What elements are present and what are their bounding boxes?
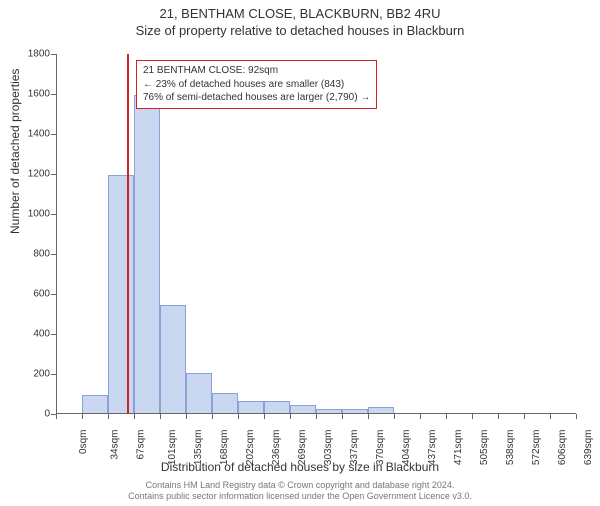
title-description: Size of property relative to detached ho…: [0, 23, 600, 38]
x-tick: [160, 414, 161, 419]
y-tick: [51, 214, 56, 215]
y-tick-label: 400: [33, 329, 50, 340]
x-tick: [186, 414, 187, 419]
x-tick: [290, 414, 291, 419]
x-tick: [56, 414, 57, 419]
x-tick-label: 0sqm: [78, 430, 89, 454]
annotation-line: 76% of semi-detached houses are larger (…: [143, 91, 370, 105]
histogram-bar: [82, 395, 108, 413]
y-tick-label: 1000: [28, 209, 50, 220]
annotation-box: 21 BENTHAM CLOSE: 92sqm← 23% of detached…: [136, 60, 377, 109]
histogram-bar: [212, 393, 238, 413]
x-tick: [212, 414, 213, 419]
y-tick: [51, 94, 56, 95]
x-tick: [264, 414, 265, 419]
y-tick-label: 1800: [28, 49, 50, 60]
y-tick-label: 600: [33, 289, 50, 300]
x-tick: [342, 414, 343, 419]
y-tick: [51, 54, 56, 55]
histogram-chart: 0200400600800100012001400160018000sqm34s…: [56, 54, 576, 414]
x-tick: [472, 414, 473, 419]
x-tick: [524, 414, 525, 419]
footer-line2: Contains public sector information licen…: [0, 491, 600, 502]
histogram-bar: [316, 409, 342, 413]
footer-line1: Contains HM Land Registry data © Crown c…: [0, 480, 600, 491]
y-tick: [51, 374, 56, 375]
annotation-line: 21 BENTHAM CLOSE: 92sqm: [143, 64, 370, 78]
x-tick: [550, 414, 551, 419]
y-axis-title: Number of detached properties: [8, 69, 22, 234]
histogram-bar: [108, 175, 134, 413]
histogram-bar: [342, 409, 368, 413]
x-axis-title: Distribution of detached houses by size …: [0, 460, 600, 474]
y-tick: [51, 334, 56, 335]
y-tick: [51, 174, 56, 175]
y-tick-label: 1600: [28, 89, 50, 100]
y-tick-label: 1400: [28, 129, 50, 140]
x-tick: [576, 414, 577, 419]
histogram-bar: [238, 401, 264, 413]
x-tick: [446, 414, 447, 419]
histogram-bar: [264, 401, 290, 413]
x-tick-label: 34sqm: [110, 430, 121, 460]
x-tick: [368, 414, 369, 419]
x-tick: [498, 414, 499, 419]
histogram-bar: [160, 305, 186, 413]
histogram-bar: [186, 373, 212, 413]
histogram-bar: [290, 405, 316, 413]
y-axis-line: [56, 54, 57, 414]
histogram-bar: [134, 95, 160, 413]
footer-attribution: Contains HM Land Registry data © Crown c…: [0, 480, 600, 503]
x-tick: [108, 414, 109, 419]
x-tick: [134, 414, 135, 419]
histogram-bar: [368, 407, 394, 413]
y-tick-label: 200: [33, 369, 50, 380]
x-tick: [316, 414, 317, 419]
x-tick: [420, 414, 421, 419]
x-tick-label: 67sqm: [136, 430, 147, 460]
y-tick: [51, 134, 56, 135]
title-address: 21, BENTHAM CLOSE, BLACKBURN, BB2 4RU: [0, 6, 600, 21]
x-tick: [82, 414, 83, 419]
y-tick-label: 1200: [28, 169, 50, 180]
y-tick-label: 800: [33, 249, 50, 260]
annotation-line: ← 23% of detached houses are smaller (84…: [143, 78, 370, 92]
y-tick: [51, 254, 56, 255]
y-tick-label: 0: [44, 409, 50, 420]
y-tick: [51, 294, 56, 295]
x-tick: [238, 414, 239, 419]
x-tick: [394, 414, 395, 419]
property-marker-line: [127, 54, 129, 414]
